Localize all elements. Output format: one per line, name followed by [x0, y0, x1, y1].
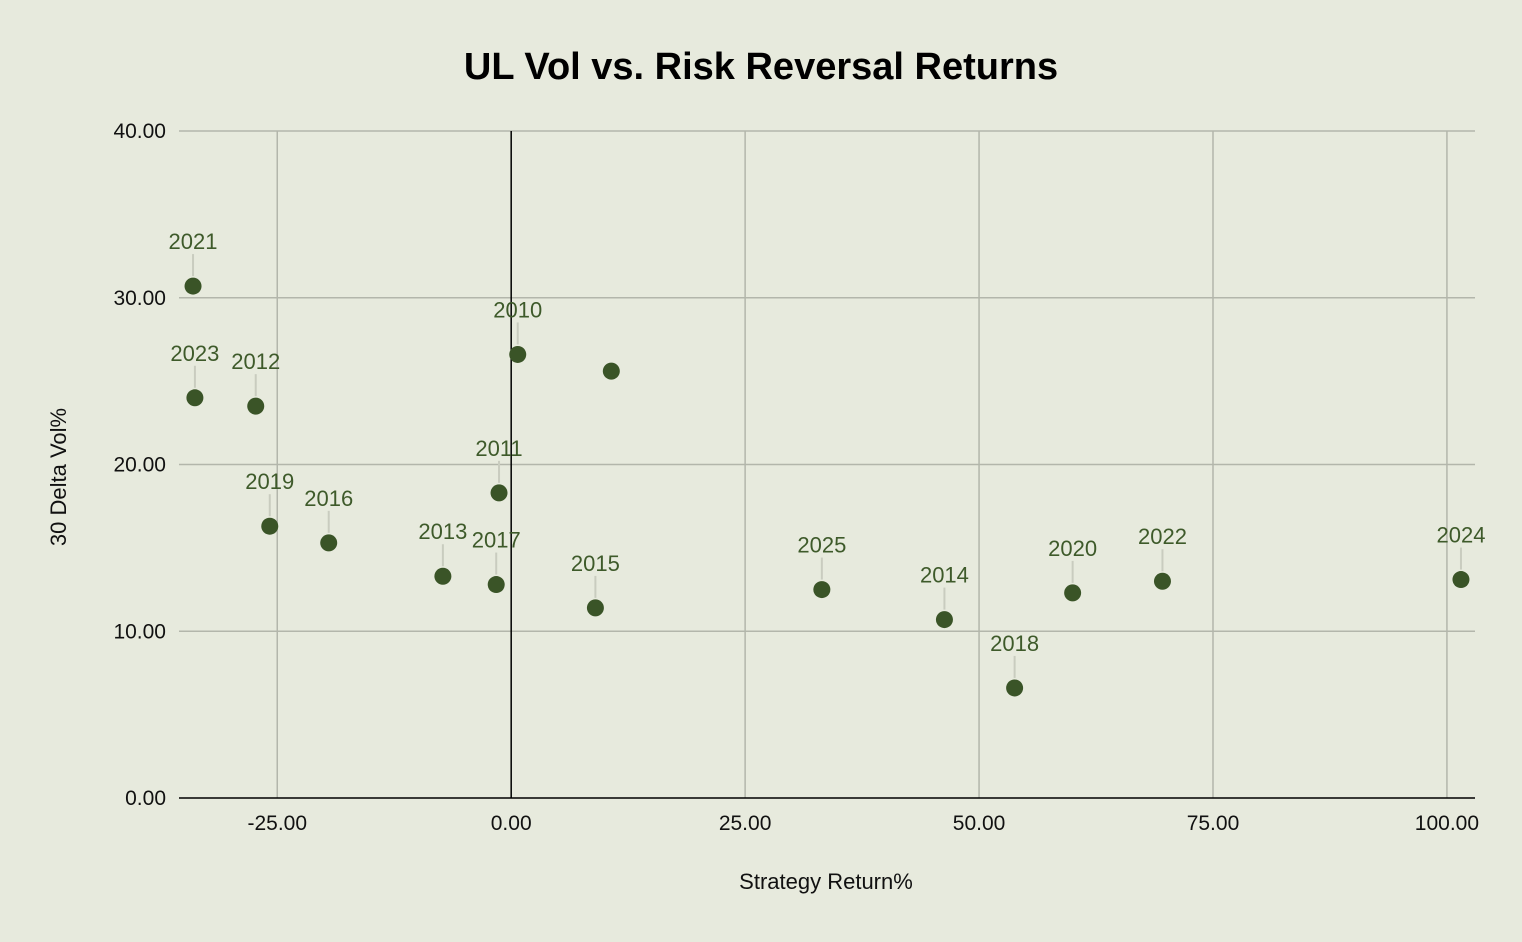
point-label: 2013 — [418, 519, 467, 544]
point-label: 2020 — [1048, 536, 1097, 561]
point-label: 2010 — [493, 297, 542, 322]
data-point — [509, 345, 527, 363]
point-label: 2016 — [304, 486, 353, 511]
data-point — [935, 611, 953, 629]
data-point — [1064, 584, 1082, 602]
y-tick-label: 40.00 — [113, 120, 166, 143]
x-tick-label: -25.00 — [247, 812, 307, 835]
x-tick-label: 50.00 — [953, 812, 1006, 835]
x-tick-label: 25.00 — [719, 812, 772, 835]
data-point — [184, 277, 202, 295]
x-tick-label: 0.00 — [491, 812, 532, 835]
data-point — [1452, 571, 1470, 589]
point-labels: 2021 2023 2012 2019 2016 2013 2017 2011 2010 2015… — [169, 229, 1485, 678]
data-point — [487, 576, 505, 594]
x-tick-label: 75.00 — [1187, 812, 1240, 835]
data-point — [186, 389, 204, 407]
data-point — [1006, 679, 1024, 697]
point-label: 2014 — [920, 563, 969, 588]
data-point — [1153, 572, 1171, 590]
data-point — [434, 567, 452, 585]
point-label: 2021 — [169, 229, 218, 254]
data-points — [184, 277, 1470, 697]
data-point — [490, 484, 508, 502]
x-axis-title: Strategy Return% — [739, 869, 913, 894]
y-tick-label: 20.00 — [113, 454, 166, 477]
point-label: 2025 — [797, 533, 846, 558]
axes: 0.00 10.00 20.00 30.00 40.00 -25.00 0.00 25.00 5… — [113, 120, 1479, 835]
point-label: 2019 — [245, 469, 294, 494]
data-point — [247, 397, 265, 415]
data-point — [261, 517, 279, 535]
y-tick-label: 30.00 — [113, 287, 166, 310]
y-tick-label: 10.00 — [113, 620, 166, 643]
point-label: 2023 — [170, 341, 219, 366]
x-tick-label: 100.00 — [1415, 812, 1479, 835]
point-label: 2011 — [475, 436, 522, 461]
point-label: 2018 — [990, 631, 1039, 656]
point-label: 2022 — [1138, 524, 1187, 549]
point-label: 2012 — [231, 349, 280, 374]
data-point — [813, 581, 831, 599]
y-tick-label: 0.00 — [125, 787, 166, 810]
point-label: 2024 — [1436, 523, 1485, 548]
data-point — [602, 362, 620, 380]
point-label: 2017 — [472, 528, 521, 553]
chart-title: UL Vol vs. Risk Reversal Returns — [464, 46, 1058, 88]
point-label: 2015 — [571, 551, 620, 576]
data-point — [320, 534, 338, 552]
y-axis-title: 30 Delta Vol% — [46, 408, 71, 546]
data-point — [586, 599, 604, 617]
gridlines — [179, 130, 1475, 798]
